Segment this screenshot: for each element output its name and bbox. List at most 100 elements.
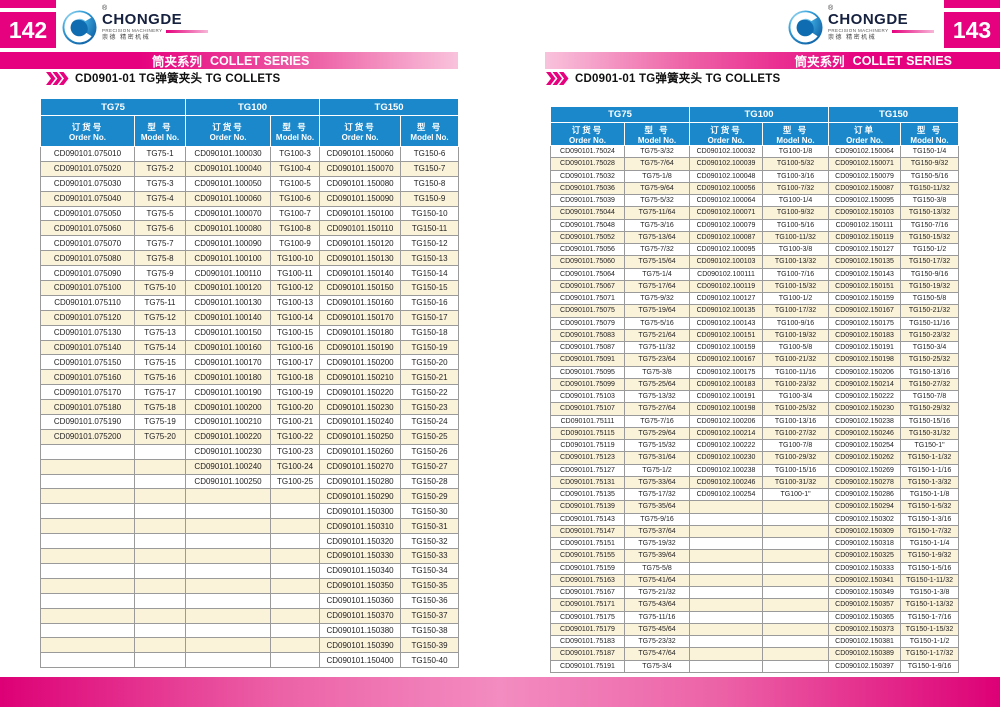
model-no-cell: TG150-20 — [400, 354, 460, 371]
model-no-cell: TG150-29/32 — [900, 402, 960, 416]
model-no-cell — [762, 536, 830, 551]
model-no-cell: TG75-6 — [133, 220, 187, 237]
table-row: CD090101.075140 TG75-14 CD090101.100160 TG1… — [40, 339, 460, 356]
model-no-cell: TG150-13/32 — [900, 206, 960, 220]
group-header-tg75: TG75 — [549, 106, 691, 123]
order-no-cell: CD090101.75135 — [550, 487, 625, 502]
model-no-cell: TG150-5/16 — [900, 169, 960, 183]
model-no-cell: TG75-21/32 — [623, 585, 691, 600]
table-row: CD090101.150390 TG150-39 — [40, 637, 460, 654]
order-no-cell: CD090101.75151 — [550, 536, 625, 551]
model-no-cell: TG75-7/64 — [623, 157, 691, 171]
model-no-cell: TG150-15/16 — [900, 414, 960, 428]
order-no-cell — [40, 562, 135, 579]
order-no-cell: CD090102.150214 — [828, 377, 902, 392]
collet-table-142: TG75 TG100 TG150 订货号 Order No. 型 号 Model N… — [39, 98, 460, 669]
table-row: CD090101.150290 TG150-29 — [40, 488, 460, 505]
order-no-cell: CD090101.75075 — [550, 304, 625, 318]
table-row: CD090101.075190 TG75-19 CD090101.100210 TG1… — [40, 414, 460, 430]
table-row: CD090101.75044 TG75-11/64 CD090102.100071 T… — [550, 206, 960, 220]
order-no-cell: CD090101.75036 — [550, 181, 625, 196]
model-no-cell: TG100-3/16 — [762, 169, 830, 183]
order-no-cell: CD090101.75028 — [550, 157, 625, 171]
model-no-cell — [762, 561, 830, 575]
order-no-cell: CD090101.75091 — [550, 353, 625, 367]
order-no-cell: CD090101.100230 — [185, 443, 272, 460]
triple-chevron-icon — [46, 71, 69, 85]
group-header-tg150: TG150 — [319, 98, 460, 116]
model-no-cell: TG75-11/32 — [623, 340, 691, 355]
model-no-cell: TG100-1/4 — [762, 193, 830, 208]
model-no-cell: TG100-21 — [270, 414, 321, 430]
order-no-cell — [40, 577, 135, 594]
table-row: CD090101.100250 TG100-25 CD090101.150280 TG… — [40, 473, 460, 490]
order-no-cell: CD090101.75087 — [550, 340, 625, 355]
order-no-cell: CD090102.150333 — [828, 561, 902, 575]
model-no-cell: TG75-5/32 — [623, 193, 691, 208]
order-no-cell — [40, 473, 135, 490]
brand-tagline: PRECISION MACHINERY — [102, 28, 208, 34]
model-no-cell: TG100-13 — [270, 294, 321, 311]
table-row: CD090101.075150 TG75-15 CD090101.100170 TG1… — [40, 354, 460, 371]
order-no-cell: CD090101.150210 — [319, 369, 402, 386]
model-no-cell — [270, 607, 321, 624]
order-no-cell: CD090101.100240 — [185, 458, 272, 475]
model-no-cell: TG150-28 — [400, 473, 460, 490]
order-no-cell: CD090101.150170 — [319, 309, 402, 326]
model-no-cell: TG150-1-13/32 — [900, 598, 960, 612]
table-row: CD090101.75183 TG75-23/32 CD090102.150381 T… — [550, 634, 960, 649]
model-no-cell: TG100-24 — [270, 458, 321, 475]
model-no-cell: TG75-45/64 — [623, 622, 691, 637]
table-row: CD090101.75083 TG75-21/64 CD090102.100151 T… — [550, 328, 960, 343]
model-no-cell — [133, 488, 187, 505]
order-no-cell: CD090101.075200 — [40, 428, 135, 445]
series-title-en: COLLET SERIES — [852, 53, 952, 68]
table-row: CD090101.075050 TG75-5 CD090101.100070 TG10… — [40, 205, 460, 222]
order-no-cell: CD090101.75095 — [550, 365, 625, 379]
table-row: CD090101.75048 TG75-3/16 CD090102.100079 TG… — [550, 218, 960, 232]
table-row: CD090101.75060 TG75-15/64 CD090102.100103 T… — [550, 255, 960, 269]
order-no-cell: CD090101.100090 — [185, 235, 272, 252]
model-no-cell — [762, 598, 830, 612]
table-row: CD090101.75067 TG75-17/64 CD090102.100119 T… — [550, 279, 960, 294]
model-no-cell — [762, 610, 830, 624]
order-no-cell: CD090102.150262 — [828, 451, 902, 465]
model-no-cell: TG100-12 — [270, 280, 321, 296]
order-no-cell: CD090102.100143 — [689, 316, 764, 330]
order-no-cell: CD090101.75039 — [550, 193, 625, 208]
model-no-cell: TG150-39 — [400, 637, 460, 654]
order-no-cell: CD090101.150370 — [319, 607, 402, 624]
table-row: CD090101.75036 TG75-9/64 CD090102.100056 TG… — [550, 181, 960, 196]
brand-text: ® CHONGDE PRECISION MACHINERY 崇德 精密机械 — [828, 5, 934, 42]
column-header-order-no: 订货号 Order No. — [689, 122, 764, 146]
order-no-cell: CD090102.150341 — [828, 573, 902, 588]
order-no-cell: CD090101.150280 — [319, 473, 402, 490]
table-row: CD090101.150380 TG150-38 — [40, 622, 460, 639]
order-no-cell: CD090101.75079 — [550, 316, 625, 330]
model-no-cell: TG100-5/8 — [762, 340, 830, 355]
table-row: CD090101.75091 TG75-23/64 CD090102.100167 T… — [550, 353, 960, 367]
brand-tagline: PRECISION MACHINERY — [828, 28, 934, 34]
order-no-cell: CD090101.100190 — [185, 384, 272, 401]
order-no-cell: CD090101.150070 — [319, 160, 402, 177]
table-row: CD090101.75127 TG75-1/2 CD090102.100238 TG1… — [550, 463, 960, 477]
brand-name-chinese: 崇德 精密机械 — [828, 35, 877, 42]
order-no-cell: CD090101.075170 — [40, 384, 135, 401]
order-no-cell: CD090101.150260 — [319, 443, 402, 460]
model-no-cell: TG75-19/64 — [623, 304, 691, 318]
model-no-cell: TG100-1/2 — [762, 291, 830, 306]
model-no-cell: TG75-14 — [133, 339, 187, 356]
order-no-cell: CD090102.150381 — [828, 634, 902, 649]
model-no-cell: TG75-5/8 — [623, 561, 691, 575]
order-no-cell: CD090102.150325 — [828, 549, 902, 563]
order-no-cell: CD090101.100170 — [185, 354, 272, 371]
model-no-cell — [133, 562, 187, 579]
order-no-cell: CD090101.150360 — [319, 592, 402, 609]
table-body: CD090101.75024 TG75-3/32 CD090102.100032 TG… — [550, 144, 960, 673]
model-no-cell — [270, 548, 321, 564]
table-row: CD090101.150370 TG150-37 — [40, 607, 460, 624]
table-row: CD090101.75071 TG75-9/32 CD090102.100127 TG… — [550, 291, 960, 306]
table-row: CD090101.150350 TG150-35 — [40, 577, 460, 594]
model-no-cell: TG150-30 — [400, 503, 460, 520]
table-row: CD090101.75123 TG75-31/64 CD090102.100230 T… — [550, 451, 960, 465]
